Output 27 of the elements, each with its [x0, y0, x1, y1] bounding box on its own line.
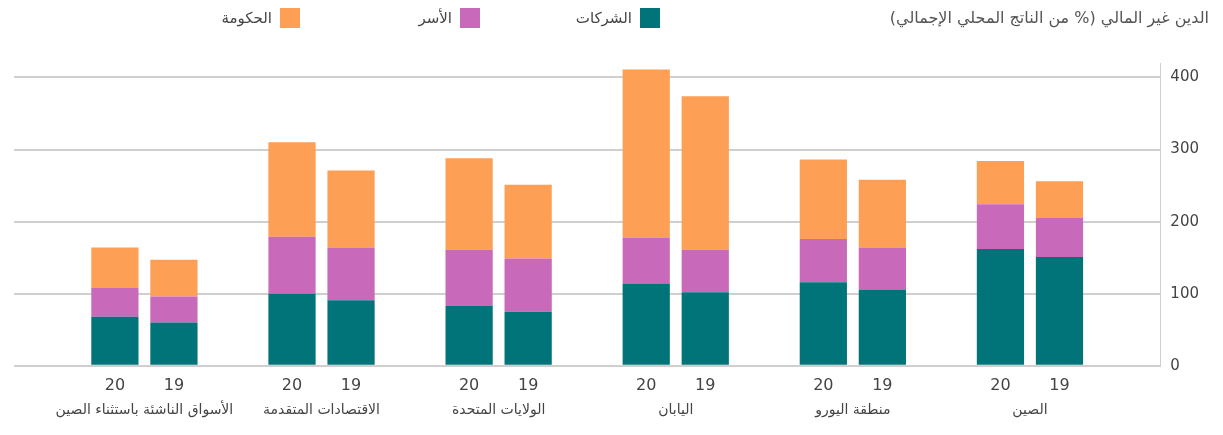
y-tick-label: 200	[1170, 211, 1200, 230]
text: الصين	[1012, 401, 1048, 419]
y-tick-label: 400	[1170, 67, 1200, 86]
legend-label: الشركات	[575, 9, 632, 27]
text: الاقتصادات المتقدمة	[263, 401, 380, 418]
x-tick-label: 20	[813, 374, 834, 394]
y-tick-label: 0	[1170, 355, 1180, 374]
x-tick-label: 20	[636, 374, 657, 394]
chart-title: الدين غير المالي (% من الناتج المحلي الإجمالي)	[889, 8, 1209, 27]
x-tick-label: 19	[1049, 374, 1070, 394]
text: الولايات المتحدة	[451, 401, 546, 419]
x-tick-label: 20	[104, 374, 126, 394]
x-tick-label: 20	[458, 374, 480, 394]
x-tick-label: 19	[340, 374, 362, 394]
text: اليابان	[658, 401, 694, 418]
text: الأسواق الناشئة باستثناء الصين	[55, 400, 234, 419]
legend-label: الأسر	[418, 9, 452, 27]
x-tick-label: 20	[990, 374, 1011, 394]
x-tick-label: 19	[163, 374, 185, 394]
legend-label: الحكومة	[221, 9, 272, 27]
y-tick-label: 100	[1170, 283, 1200, 302]
x-tick-label: 19	[695, 374, 716, 394]
text: منطقة اليورو	[814, 401, 891, 419]
x-tick-label: 19	[517, 374, 539, 394]
x-tick-label: 19	[872, 374, 893, 394]
y-tick-label: 300	[1170, 139, 1200, 158]
x-tick-label: 20	[281, 374, 303, 394]
